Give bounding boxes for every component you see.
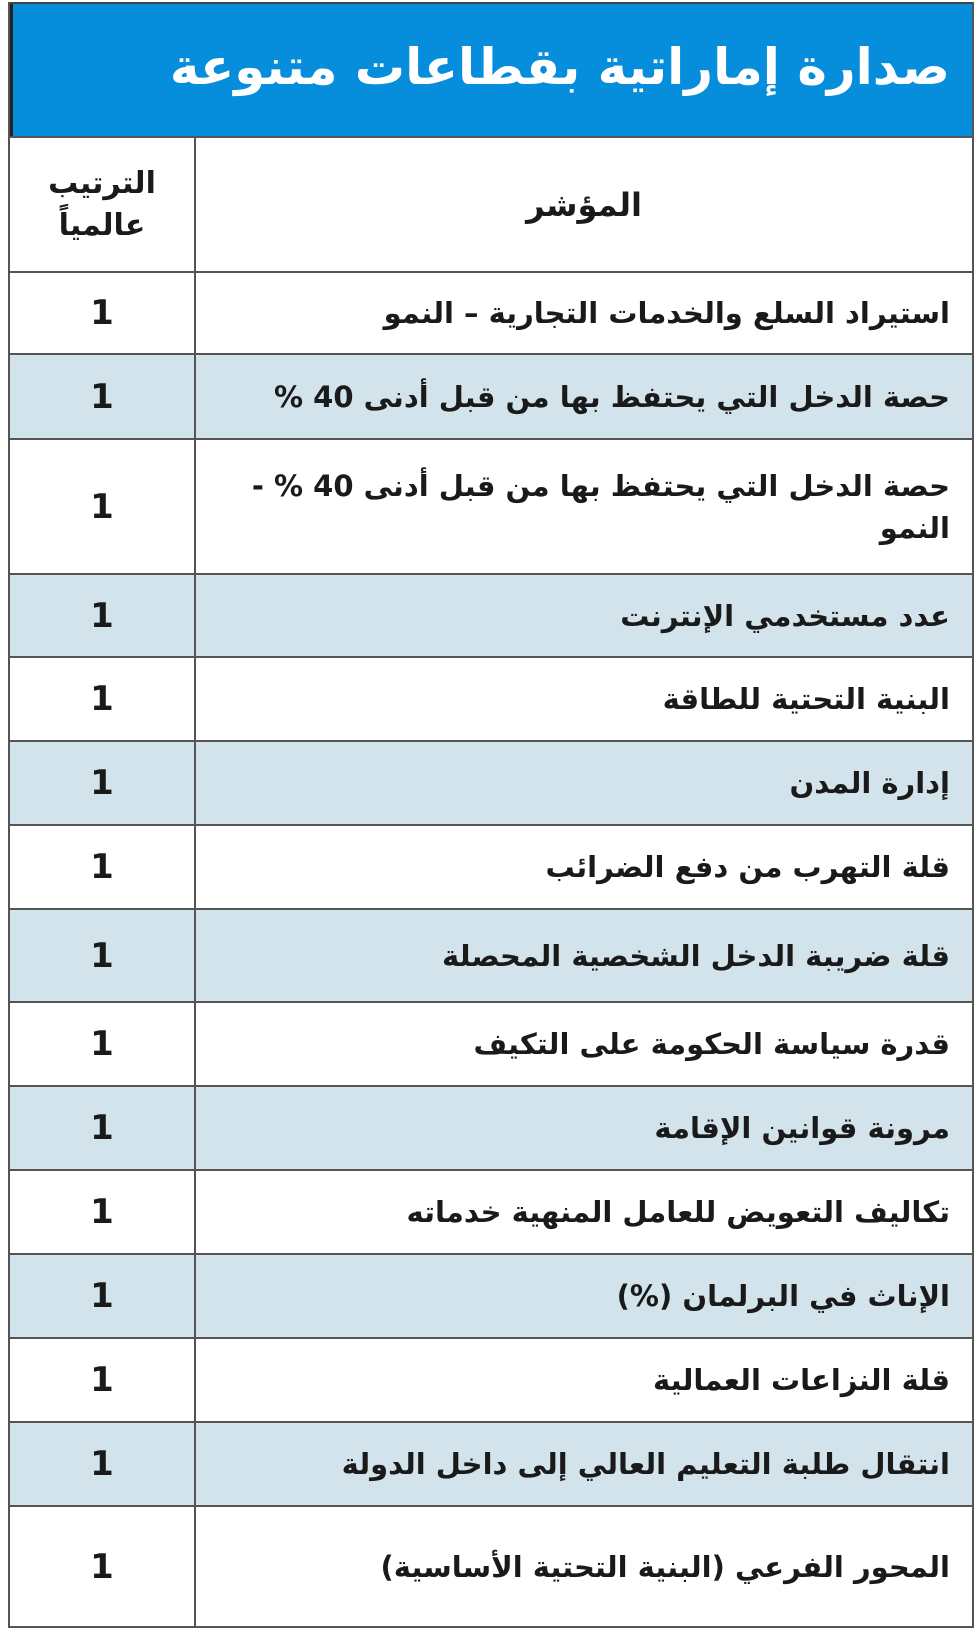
table-row: استيراد السلع والخدمات التجارية – النمو 1 <box>8 271 974 355</box>
rank-cell: 1 <box>8 1505 196 1628</box>
rank-cell: 1 <box>8 1001 196 1087</box>
column-header-indicator: المؤشر <box>194 136 974 273</box>
column-header-rank: الترتيب عالمياً <box>8 136 196 273</box>
rank-cell: 1 <box>8 271 196 355</box>
table-row: البنية التحتية للطاقة 1 <box>8 656 974 742</box>
table-row: تكاليف التعويض للعامل المنهية خدماته 1 <box>8 1169 974 1255</box>
indicator-cell: الإناث في البرلمان (%) <box>194 1253 974 1339</box>
table-frame <box>8 2 974 1628</box>
rank-cell: 1 <box>8 1421 196 1507</box>
table-row: مرونة قوانين الإقامة 1 <box>8 1085 974 1171</box>
table-row: حصة الدخل التي يحتفظ بها من قبل أدنى 40 … <box>8 353 974 440</box>
table-row: قلة ضريبة الدخل الشخصية المحصلة 1 <box>8 908 974 1003</box>
table-row: إدارة المدن 1 <box>8 740 974 826</box>
indicator-cell: حصة الدخل التي يحتفظ بها من قبل أدنى 40 … <box>194 438 974 575</box>
rank-cell: 1 <box>8 740 196 826</box>
table-row: عدد مستخدمي الإنترنت 1 <box>8 573 974 658</box>
indicator-cell: مرونة قوانين الإقامة <box>194 1085 974 1171</box>
rank-cell: 1 <box>8 573 196 658</box>
rank-cell: 1 <box>8 1253 196 1339</box>
indicator-cell: قلة التهرب من دفع الضرائب <box>194 824 974 910</box>
table-row: قدرة سياسة الحكومة على التكيف 1 <box>8 1001 974 1087</box>
rank-cell: 1 <box>8 908 196 1003</box>
rank-cell: 1 <box>8 1085 196 1171</box>
table-row: قلة النزاعات العمالية 1 <box>8 1337 974 1423</box>
rank-cell: 1 <box>8 438 196 575</box>
indicator-cell: قلة ضريبة الدخل الشخصية المحصلة <box>194 908 974 1003</box>
title-banner: صدارة إماراتية بقطاعات متنوعة <box>8 2 974 136</box>
rank-cell: 1 <box>8 656 196 742</box>
indicator-cell: البنية التحتية للطاقة <box>194 656 974 742</box>
page-title: صدارة إماراتية بقطاعات متنوعة <box>169 38 950 96</box>
indicator-cell: استيراد السلع والخدمات التجارية – النمو <box>194 271 974 355</box>
table-row: قلة التهرب من دفع الضرائب 1 <box>8 824 974 910</box>
rankings-table: المؤشر الترتيب عالمياً استيراد السلع وال… <box>8 136 974 1628</box>
indicator-cell: انتقال طلبة التعليم العالي إلى داخل الدو… <box>194 1421 974 1507</box>
indicator-cell: قلة النزاعات العمالية <box>194 1337 974 1423</box>
table-row: المحور الفرعي (البنية التحتية الأساسية) 1 <box>8 1505 974 1628</box>
indicator-cell: عدد مستخدمي الإنترنت <box>194 573 974 658</box>
table-row: حصة الدخل التي يحتفظ بها من قبل أدنى 40 … <box>8 438 974 575</box>
indicator-cell: قدرة سياسة الحكومة على التكيف <box>194 1001 974 1087</box>
rank-cell: 1 <box>8 1337 196 1423</box>
rank-cell: 1 <box>8 1169 196 1255</box>
table-header-row: المؤشر الترتيب عالمياً <box>8 136 974 273</box>
indicator-cell: إدارة المدن <box>194 740 974 826</box>
indicator-cell: حصة الدخل التي يحتفظ بها من قبل أدنى 40 … <box>194 353 974 440</box>
table-row: انتقال طلبة التعليم العالي إلى داخل الدو… <box>8 1421 974 1507</box>
rank-cell: 1 <box>8 353 196 440</box>
rank-cell: 1 <box>8 824 196 910</box>
indicator-cell: تكاليف التعويض للعامل المنهية خدماته <box>194 1169 974 1255</box>
table-row: الإناث في البرلمان (%) 1 <box>8 1253 974 1339</box>
